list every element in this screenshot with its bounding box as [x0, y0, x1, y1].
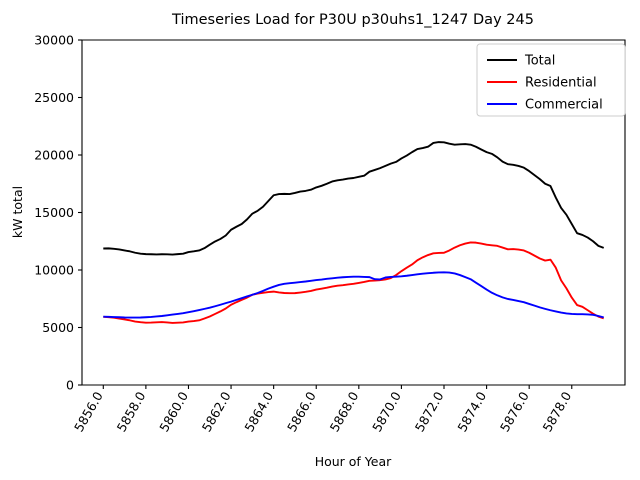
x-tick-label: 5866.0: [284, 389, 319, 434]
series-line-commercial: [103, 271, 604, 319]
y-tick-label: 30000: [34, 33, 74, 48]
x-tick-label: 5868.0: [327, 389, 362, 434]
y-tick-label: 15000: [34, 205, 74, 220]
legend-background: [476, 43, 626, 117]
page-title: Timeseries Load for P30U p30uhs1_1247 Da…: [171, 12, 534, 28]
x-tick-label: 5874.0: [454, 389, 489, 434]
x-tick-label: 5856.0: [71, 389, 106, 434]
x-tick-label: 5876.0: [497, 389, 532, 434]
legend-label-commercial: Commercial: [525, 98, 603, 113]
x-axis: 5856.0 5858.0 5860.0 5862.0 5864.0 5866.0 5868…: [71, 385, 574, 434]
legend-label-total: Total: [524, 54, 555, 69]
x-tick-label: 5878.0: [539, 389, 574, 434]
y-axis: 0 5000 10000 15000 20000 25000 30000: [34, 33, 82, 393]
y-tick-label: 25000: [34, 90, 74, 105]
legend-label-residential: Residential: [525, 76, 597, 91]
y-tick-label: 10000: [34, 263, 74, 278]
x-tick-label: 5864.0: [241, 389, 276, 434]
series-line-total: [103, 141, 605, 256]
y-tick-label: 0: [66, 378, 74, 393]
chart-legend: Total Residential Commercial: [476, 43, 626, 117]
x-axis-title: Hour of Year: [315, 454, 392, 469]
y-tick-label: 20000: [34, 148, 74, 163]
x-tick-label: 5860.0: [156, 389, 191, 434]
y-tick-label: 5000: [42, 320, 74, 335]
y-axis-title: kW total: [10, 186, 25, 238]
data-series-group: [103, 141, 605, 324]
series-line-residential: [103, 241, 605, 324]
x-tick-label: 5872.0: [412, 389, 447, 434]
x-tick-label: 5862.0: [199, 389, 234, 434]
x-tick-label: 5858.0: [114, 389, 149, 434]
x-tick-label: 5870.0: [369, 389, 404, 434]
